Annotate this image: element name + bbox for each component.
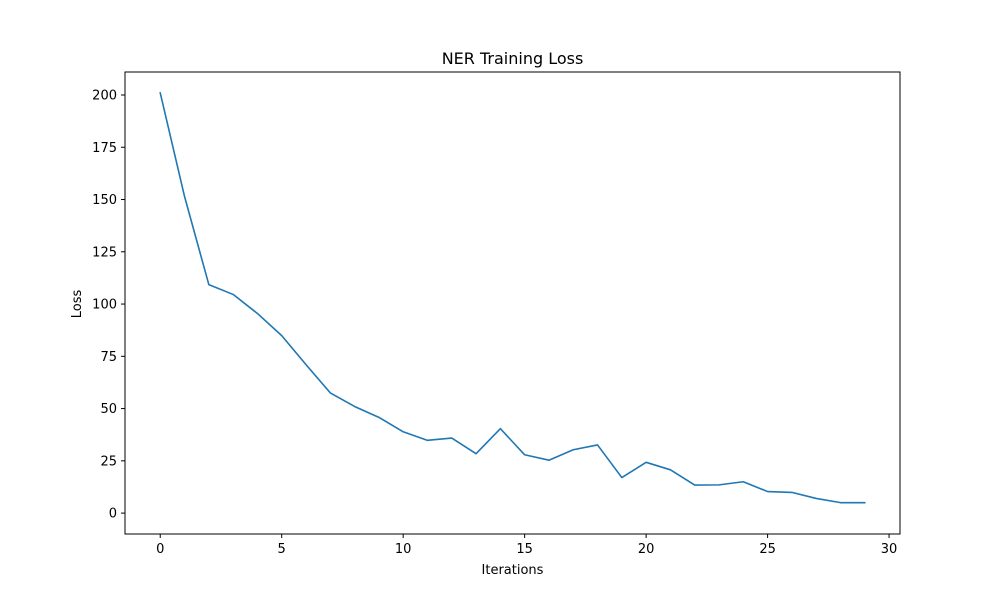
loss-series-line <box>159 91 866 504</box>
chart-title: NER Training Loss <box>442 49 584 68</box>
x-axis-ticks: 0 5 10 15 20 25 30 <box>156 534 897 557</box>
x-tick-label: 5 <box>278 542 286 557</box>
x-tick-label: 25 <box>759 542 776 557</box>
plot-area-frame <box>124 71 901 535</box>
y-tick-label: 150 <box>92 193 117 208</box>
y-axis-label: Loss <box>70 290 85 319</box>
y-axis-ticks: 0 25 50 75 100 125 150 175 200 <box>92 88 125 522</box>
y-tick-label: 75 <box>100 350 117 365</box>
x-axis-label: Iterations <box>482 563 544 578</box>
y-tick-label: 100 <box>92 298 117 313</box>
series-layer <box>159 91 866 504</box>
x-tick-label: 20 <box>638 542 655 557</box>
y-tick-label: 25 <box>100 454 117 469</box>
y-tick-label: 0 <box>109 507 117 522</box>
y-tick-label: 50 <box>100 402 117 417</box>
x-tick-label: 0 <box>156 542 164 557</box>
x-tick-label: 15 <box>516 542 533 557</box>
y-tick-label: 175 <box>92 141 117 156</box>
x-tick-label: 30 <box>881 542 898 557</box>
y-tick-label: 125 <box>92 245 117 260</box>
x-tick-label: 10 <box>395 542 412 557</box>
y-tick-label: 200 <box>92 88 117 103</box>
